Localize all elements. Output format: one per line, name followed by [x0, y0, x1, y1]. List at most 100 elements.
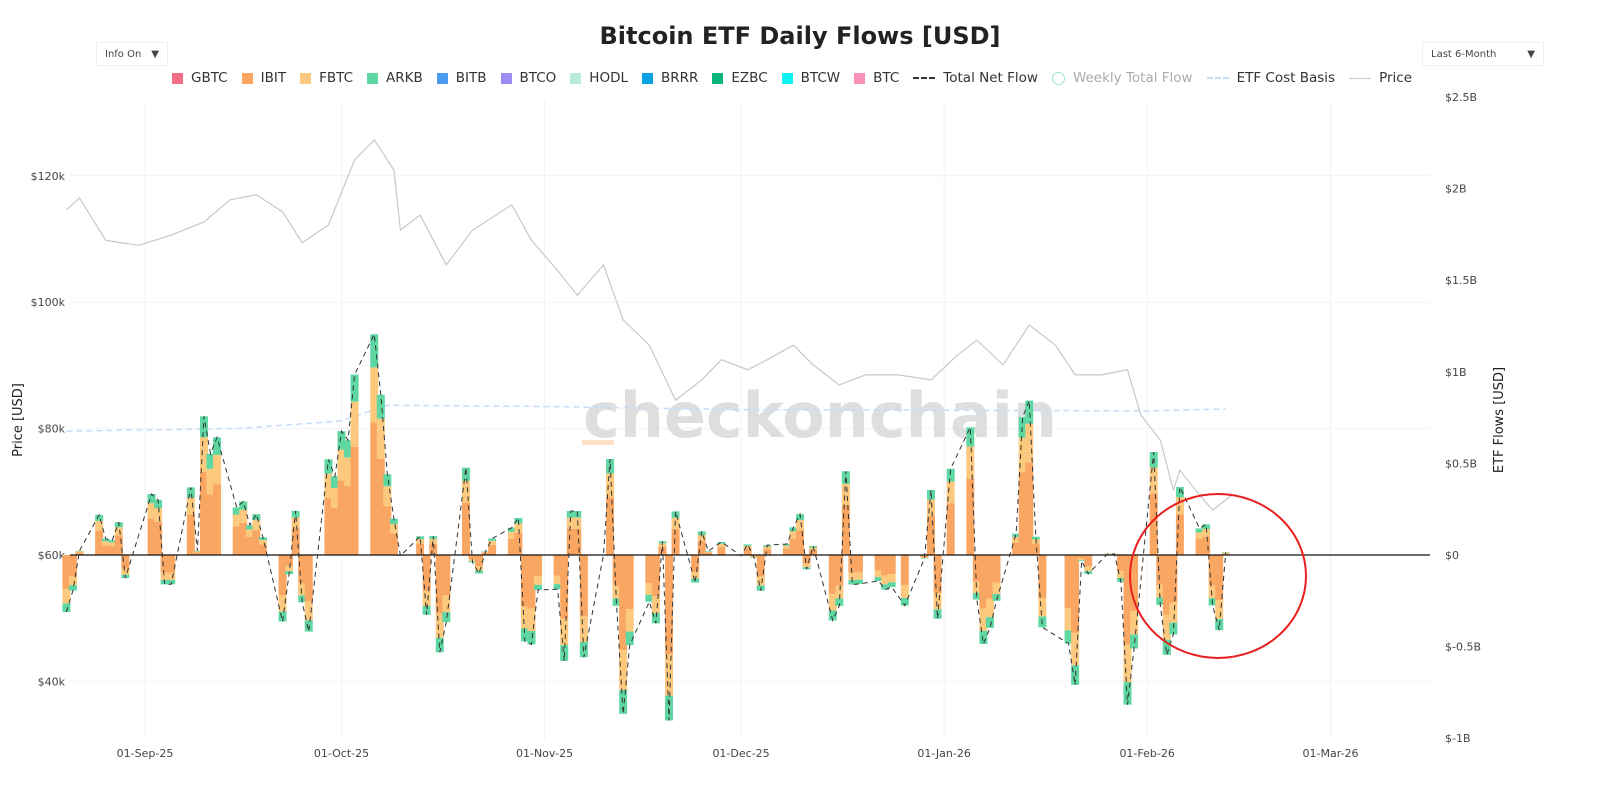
bar-fbtc: [101, 541, 110, 546]
legend-label: ETF Cost Basis: [1236, 70, 1336, 86]
bar-fbtc: [881, 575, 890, 585]
legend-item-etf-cost-basis[interactable]: ETF Cost Basis: [1206, 70, 1336, 86]
bar-arkb: [1195, 528, 1204, 533]
bar-arkb: [383, 474, 392, 487]
bar-ibit: [933, 555, 942, 594]
bar-fbtc: [350, 401, 359, 447]
bar-ibit: [697, 540, 706, 555]
bar-arkb: [199, 416, 208, 438]
legend-item-arkb[interactable]: ARKB: [367, 70, 423, 86]
legend-item-total-net-flow[interactable]: Total Net Flow: [913, 70, 1038, 86]
bar-fbtc: [579, 616, 588, 643]
bar-fbtc: [704, 551, 713, 553]
bar-ibit: [422, 555, 431, 591]
bar-ibit: [1195, 539, 1204, 555]
legend-label: Price: [1379, 70, 1413, 86]
legend-item-btc[interactable]: BTC: [854, 70, 899, 86]
bar-fbtc: [193, 551, 202, 553]
legend-item-brrr[interactable]: BRRR: [642, 70, 698, 86]
legend-item-hodl[interactable]: HODL: [570, 70, 628, 86]
bar-ibit: [560, 555, 569, 619]
line-icon: [1349, 77, 1372, 79]
bar-arkb: [651, 613, 660, 624]
total-net-flow-line: [65, 332, 1227, 721]
bar-ibit: [101, 545, 110, 555]
bar-fbtc: [95, 520, 104, 532]
bar-ibit: [651, 555, 660, 597]
bar-arkb: [625, 631, 634, 646]
bar-ibit: [370, 422, 379, 555]
legend-item-fbtc[interactable]: FBTC: [300, 70, 353, 86]
bar-arkb: [704, 551, 713, 552]
bar-ibit: [691, 555, 700, 572]
bar-arkb: [1130, 634, 1139, 649]
legend-label: GBTC: [191, 70, 228, 86]
bar-arkb: [881, 584, 890, 590]
bar-fbtc: [232, 514, 241, 527]
legend-swatch: [781, 72, 793, 84]
bar-arkb: [416, 536, 425, 540]
bar-fbtc: [979, 608, 988, 631]
legend-label: BTC: [873, 70, 900, 86]
bar-fbtc: [304, 600, 313, 621]
bar-arkb: [789, 527, 798, 532]
info-dropdown[interactable]: Info On ▼: [96, 42, 168, 66]
x-tick-label: 01-Sep-25: [117, 747, 174, 760]
bar-fbtc: [330, 487, 339, 508]
bar-fbtc: [422, 590, 431, 606]
y-left-tick-label: $120k: [31, 170, 66, 183]
bar-fbtc: [1123, 644, 1132, 683]
bar-ibit: [527, 555, 536, 609]
bar-ibit: [750, 555, 759, 557]
bar-fbtc: [1012, 536, 1021, 543]
bar-ibit: [756, 555, 765, 577]
legend-item-bitb[interactable]: BITB: [436, 70, 487, 86]
bar-ibit: [881, 555, 890, 576]
bar-arkb: [979, 630, 988, 645]
legend-item-weekly-total-flow[interactable]: Weekly Total Flow: [1051, 70, 1193, 86]
x-tick-label: 01-Mar-26: [1303, 747, 1359, 760]
bar-fbtc: [828, 594, 837, 611]
legend-item-gbtc[interactable]: GBTC: [172, 70, 228, 86]
bar-ibit: [442, 555, 451, 596]
bar-ibit: [206, 494, 215, 555]
bar-fbtc: [527, 608, 536, 632]
bar-ibit: [239, 522, 248, 555]
bar-ibit: [154, 521, 163, 555]
bar-arkb: [1031, 536, 1040, 540]
bar-fbtc: [370, 367, 379, 423]
bar-fbtc: [154, 508, 163, 522]
bar-ibit: [324, 497, 333, 555]
bar-ibit: [252, 530, 261, 555]
bar-ibit: [330, 507, 339, 555]
legend-label: BRRR: [661, 70, 699, 86]
bar-fbtc: [442, 595, 451, 613]
bar-fbtc: [1175, 497, 1184, 515]
bar-ibit: [108, 546, 117, 555]
bar-arkb: [488, 538, 497, 541]
bar-ibit: [167, 555, 176, 573]
bar-fbtc: [435, 613, 444, 638]
bar-arkb: [291, 510, 300, 518]
legend-item-btcw[interactable]: BTCW: [781, 70, 840, 86]
watermark: checkonchain: [583, 379, 1057, 452]
bar-fbtc: [841, 483, 850, 505]
bar-fbtc: [606, 473, 615, 498]
bar-ibit: [927, 515, 935, 555]
range-dropdown[interactable]: Last 6-Month ▼: [1422, 42, 1544, 66]
legend-item-price[interactable]: Price: [1349, 70, 1412, 86]
legend-item-ezbc[interactable]: EZBC: [712, 70, 768, 86]
bar-fbtc: [534, 576, 542, 585]
legend-item-ibit[interactable]: IBIT: [241, 70, 287, 86]
bar-ibit: [534, 555, 542, 577]
bar-arkb: [1064, 630, 1073, 644]
legend-label: Weekly Total Flow: [1072, 70, 1193, 86]
legend-label: IBIT: [260, 70, 287, 86]
bar-fbtc: [900, 585, 909, 599]
legend-item-btco[interactable]: BTCO: [500, 70, 556, 86]
bar-arkb: [389, 518, 398, 525]
bar-ibit: [383, 506, 392, 555]
legend-swatch: [241, 72, 253, 84]
bar-fbtc: [488, 540, 497, 546]
bar-fbtc: [992, 582, 1001, 595]
